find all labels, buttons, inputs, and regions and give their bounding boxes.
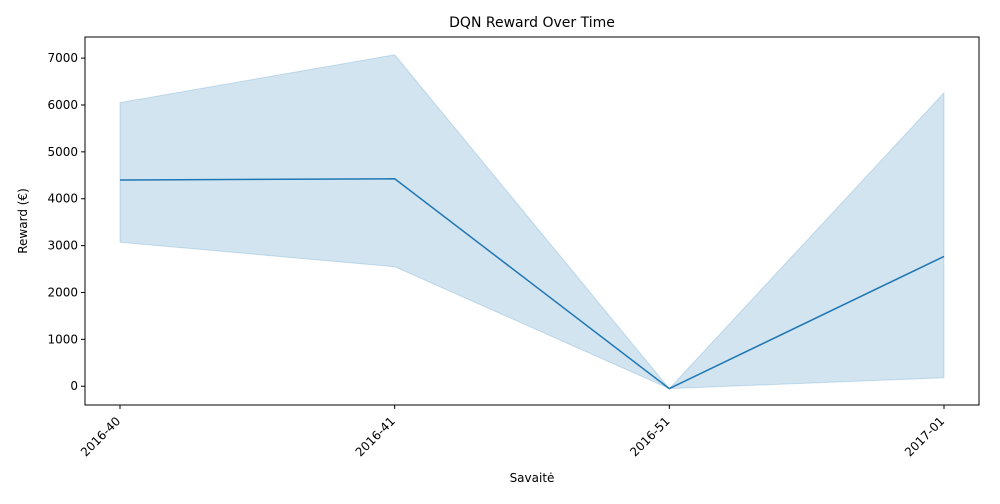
x-axis-label: Savaitė: [510, 471, 555, 485]
y-tick-label: 2000: [47, 285, 78, 299]
x-tick-label: 2016-40: [78, 414, 123, 459]
y-tick-label: 1000: [47, 332, 78, 346]
y-tick-label: 5000: [47, 145, 78, 159]
x-tick-label: 2017-01: [902, 414, 947, 459]
y-tick-label: 7000: [47, 51, 78, 65]
x-tick-label: 2016-51: [627, 414, 672, 459]
y-tick-label: 6000: [47, 98, 78, 112]
series-line: [119, 178, 945, 390]
confidence-band: [119, 54, 945, 390]
x-tick-label: 2016-41: [353, 414, 398, 459]
chart-title: DQN Reward Over Time: [449, 15, 615, 31]
y-tick-label: 4000: [47, 192, 78, 206]
y-axis-label: Reward (€): [16, 188, 30, 254]
plot-area: [119, 54, 945, 390]
x-axis: 2016-40 2016-41 2016-51 2017-01: [78, 405, 947, 459]
y-axis: 0 1000 2000 3000 4000 5000 6000 7000: [47, 51, 85, 393]
y-tick-label: 0: [70, 379, 78, 393]
plot-frame: [84, 36, 980, 406]
y-tick-label: 3000: [47, 239, 78, 253]
